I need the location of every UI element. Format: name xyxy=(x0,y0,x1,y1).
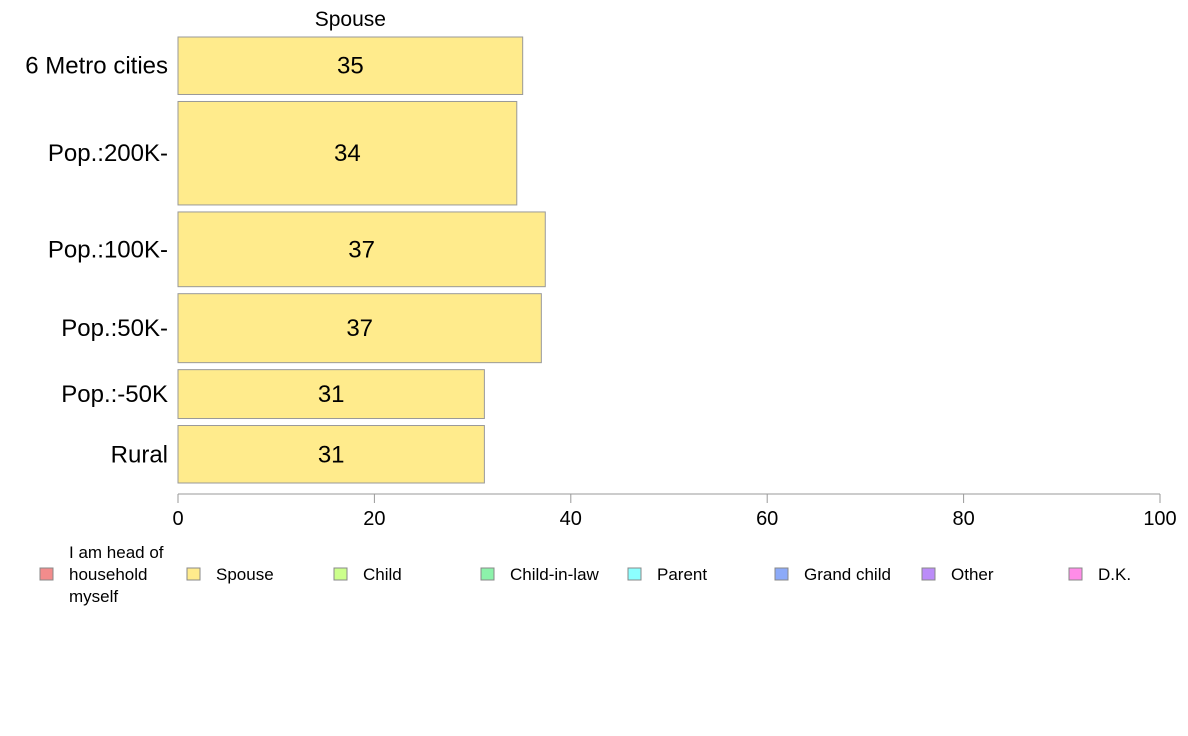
series-title: Spouse xyxy=(315,8,386,31)
legend-item: Child xyxy=(333,565,402,584)
legend-label: D.K. xyxy=(1098,565,1131,584)
legend-label: Spouse xyxy=(216,565,274,584)
legend-swatch xyxy=(774,567,789,581)
data-label: 37 xyxy=(346,315,373,342)
data-label: 31 xyxy=(318,381,345,408)
legend-label: Child xyxy=(363,565,402,584)
data-label: 31 xyxy=(318,441,345,468)
legend-label: myself xyxy=(69,587,118,606)
legend-swatch xyxy=(921,567,936,581)
legend-swatch xyxy=(480,567,495,581)
bar xyxy=(177,369,485,420)
legend-swatch xyxy=(627,567,642,581)
legend-label: Child-in-law xyxy=(510,565,600,584)
category-label: Pop.:-50K xyxy=(61,381,168,408)
x-tick-label: 100 xyxy=(1143,508,1176,530)
bar xyxy=(177,36,524,95)
data-label: 35 xyxy=(337,53,364,80)
legend-item: Spouse xyxy=(186,565,274,584)
data-label: 37 xyxy=(348,236,375,263)
legend-label: Other xyxy=(951,565,994,584)
category-label: Pop.:100K- xyxy=(48,236,168,263)
bar xyxy=(177,211,546,288)
data-label: 34 xyxy=(334,140,361,167)
legend-label: Grand child xyxy=(804,565,891,584)
legend-label: household xyxy=(69,565,147,584)
legend-item: I am head of household myself xyxy=(39,543,164,606)
legend-item: Parent xyxy=(627,565,707,584)
category-label: Rural xyxy=(111,441,168,468)
category-label: Pop.:200K- xyxy=(48,140,168,167)
category-label: Pop.:50K- xyxy=(61,315,168,342)
legend-swatch xyxy=(333,567,348,581)
x-tick-label: 20 xyxy=(363,508,385,530)
legend-item: Child-in-law xyxy=(480,565,600,584)
x-tick-label: 40 xyxy=(560,508,582,530)
x-tick-label: 80 xyxy=(952,508,974,530)
x-tick-label: 0 xyxy=(172,508,183,530)
x-tick-label: 60 xyxy=(756,508,778,530)
legend-label: Parent xyxy=(657,565,707,584)
legend-item: Grand child xyxy=(774,565,891,584)
legend-item: D.K. xyxy=(1068,565,1131,584)
legend-label: I am head of xyxy=(69,543,164,562)
bar xyxy=(177,293,542,364)
legend-swatch xyxy=(39,567,54,581)
category-label: 6 Metro cities xyxy=(25,53,168,80)
bar xyxy=(177,425,485,484)
x-axis: 0 20 40 60 80 100 xyxy=(172,493,1177,530)
legend-swatch xyxy=(186,567,201,581)
legend-swatch xyxy=(1068,567,1083,581)
bars: 6 Metro cities 35 Pop.:200K- 34 Pop.:100K- 37… xyxy=(25,36,546,484)
legend: I am head of household myself Spouse Child Ch… xyxy=(39,543,1131,606)
legend-item: Other xyxy=(921,565,994,584)
bar xyxy=(177,100,518,206)
